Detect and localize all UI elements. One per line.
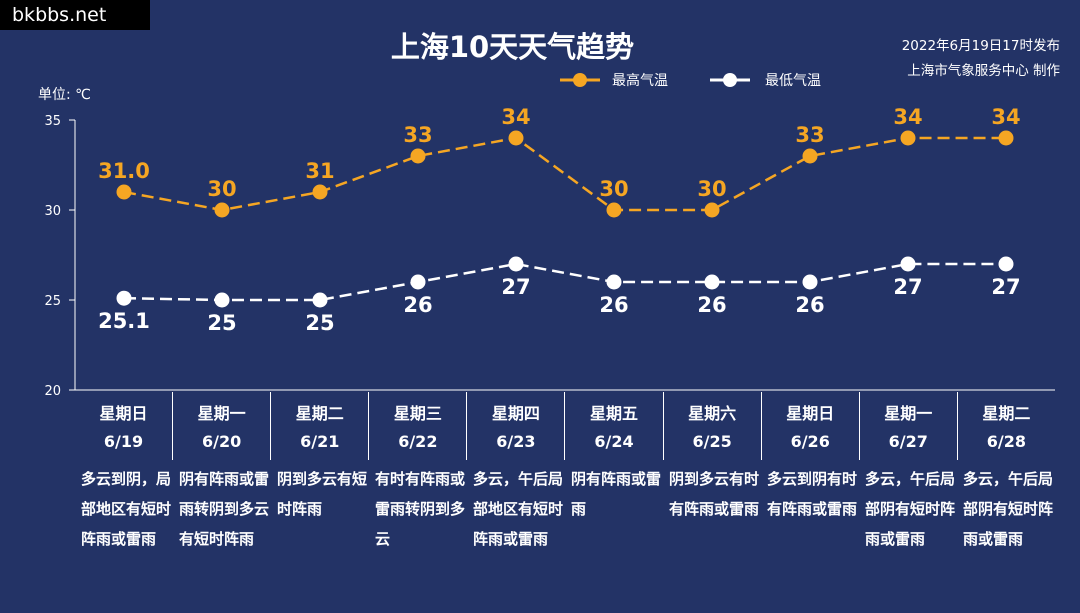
series-1-point [900,256,916,272]
series-1-point [704,274,720,290]
weekday-label: 星期四 [491,404,540,423]
chart-title: 上海10天天气趋势 [390,30,635,64]
weather-description-row: 多云到阴，局部地区有短时阵雨或雷雨 阴有阵雨或雷雨转阴到多云有短时阵雨 阴到多云有短… [75,464,1055,554]
series-0-data-label: 34 [991,105,1020,129]
weather-description: 多云到阴，局部地区有短时阵雨或雷雨 [81,470,172,548]
y-tick-label: 25 [44,294,61,309]
series-1-point [116,290,132,306]
day-cell: 星期一 6/20 [173,392,272,460]
weather-description: 阴有阵雨或雷雨 [571,470,662,518]
legend-label-1: 最低气温 [765,73,821,89]
legend-marker-0 [573,73,587,87]
unit-label: 单位: ℃ [38,87,91,103]
legend-marker-1 [723,73,737,87]
series-1-point [802,274,818,290]
series-1-point [214,292,230,308]
series-0-point [802,148,818,164]
date-label: 6/24 [594,432,634,451]
series-0-data-label: 33 [795,123,824,147]
series-1-point [312,292,328,308]
series-0-point [312,184,328,200]
weekday-label: 星期二 [982,404,1031,423]
publish-info: 2022年6月19日17时发布 上海市气象服务中心 制作 [902,34,1060,84]
date-label: 6/28 [986,432,1027,451]
series-0-data-label: 30 [207,177,236,201]
y-tick-label: 20 [44,384,61,399]
date-label: 6/20 [202,432,242,451]
weather-description: 有时有阵雨或雷雨转阴到多云 [375,470,466,548]
series-1-point [998,256,1014,272]
series-0-point [508,130,524,146]
date-label: 6/25 [692,432,732,451]
series-1-data-label: 26 [795,293,824,317]
series-0-point [606,202,622,218]
weekday-label: 星期一 [884,404,933,423]
series-0-point [704,202,720,218]
series-1-data-label: 26 [697,293,726,317]
series-line-0 [123,136,1006,212]
day-cell: 星期六 6/25 [664,392,762,460]
series-1-point [606,274,622,290]
series-0-point [116,184,132,200]
date-label: 6/19 [103,432,144,451]
weather-description: 阴到多云有短时阵雨 [277,470,368,518]
series-1-data-label: 27 [991,275,1020,299]
series-1-data-label: 27 [893,275,922,299]
date-label: 6/21 [300,432,340,451]
series-0-data-label: 34 [893,105,922,129]
weather-description: 多云到阴有时有阵雨或雷雨 [767,470,858,518]
day-cell: 星期一 6/27 [860,392,958,460]
series-0-data-label: 33 [403,123,432,147]
series-0-point [410,148,426,164]
series-1-data-label: 25 [207,311,236,335]
series-0-point [900,130,916,146]
weather-description: 多云，午后局部地区有短时阵雨或雷雨 [473,470,564,548]
date-label: 6/23 [496,432,536,451]
series-0-data-label: 30 [697,177,726,201]
series-1-point [410,274,426,290]
y-tick-label: 30 [44,204,61,219]
legend-label-0: 最高气温 [612,72,668,89]
day-cell: 星期四 6/23 [467,392,566,460]
series-1-data-label: 26 [403,293,432,317]
weekday-label: 星期日 [99,404,148,423]
day-cell: 星期二 6/21 [271,392,370,460]
series-0-data-label: 34 [501,105,530,129]
series-1-data-label: 27 [501,275,530,299]
publish-time: 2022年6月19日17时发布 [901,38,1060,54]
day-cell: 星期三 6/22 [369,392,468,460]
watermark: bkbbs.net [0,0,150,30]
day-cell: 星期五 6/24 [565,392,664,460]
series-1-point [508,256,524,272]
series-0-data-label: 30 [599,177,628,201]
weekday-label: 星期二 [295,404,344,423]
weekday-label: 星期三 [393,404,442,423]
series-1-data-label: 25.1 [98,309,150,333]
weekday-label: 星期日 [786,404,835,423]
day-header-row: 星期日 6/19 星期一 6/20 星期二 6/21 星期三 6/22 星期四 6/23 星期五 6/… [75,392,1055,460]
day-cell: 星期二 6/28 [958,392,1055,460]
weather-description: 多云，午后局部阴有短时阵雨或雷雨 [963,470,1054,548]
series-0-data-label: 31 [305,159,334,183]
weekday-label: 星期一 [197,404,246,423]
date-label: 6/22 [398,432,438,451]
y-tick-label: 35 [44,114,61,129]
series-0-point [998,130,1014,146]
weather-description: 多云，午后局部阴有短时阵雨或雷雨 [865,470,956,548]
series-0-data-label: 31.0 [98,159,150,183]
day-cell: 星期日 6/19 [75,392,174,460]
weather-description: 阴有阵雨或雷雨转阴到多云有短时阵雨 [179,470,270,548]
weekday-label: 星期六 [688,404,737,423]
series-1-data-label: 25 [305,311,334,335]
weekday-label: 星期五 [590,404,639,423]
date-label: 6/26 [790,432,830,451]
day-cell: 星期日 6/26 [762,392,860,460]
weather-description: 阴到多云有时有阵雨或雷雨 [669,470,760,518]
series-1-data-label: 26 [599,293,628,317]
date-label: 6/27 [888,432,928,451]
publisher: 上海市气象服务中心 制作 [907,63,1060,79]
series-line-1 [123,262,1006,302]
series-0-point [214,202,230,218]
